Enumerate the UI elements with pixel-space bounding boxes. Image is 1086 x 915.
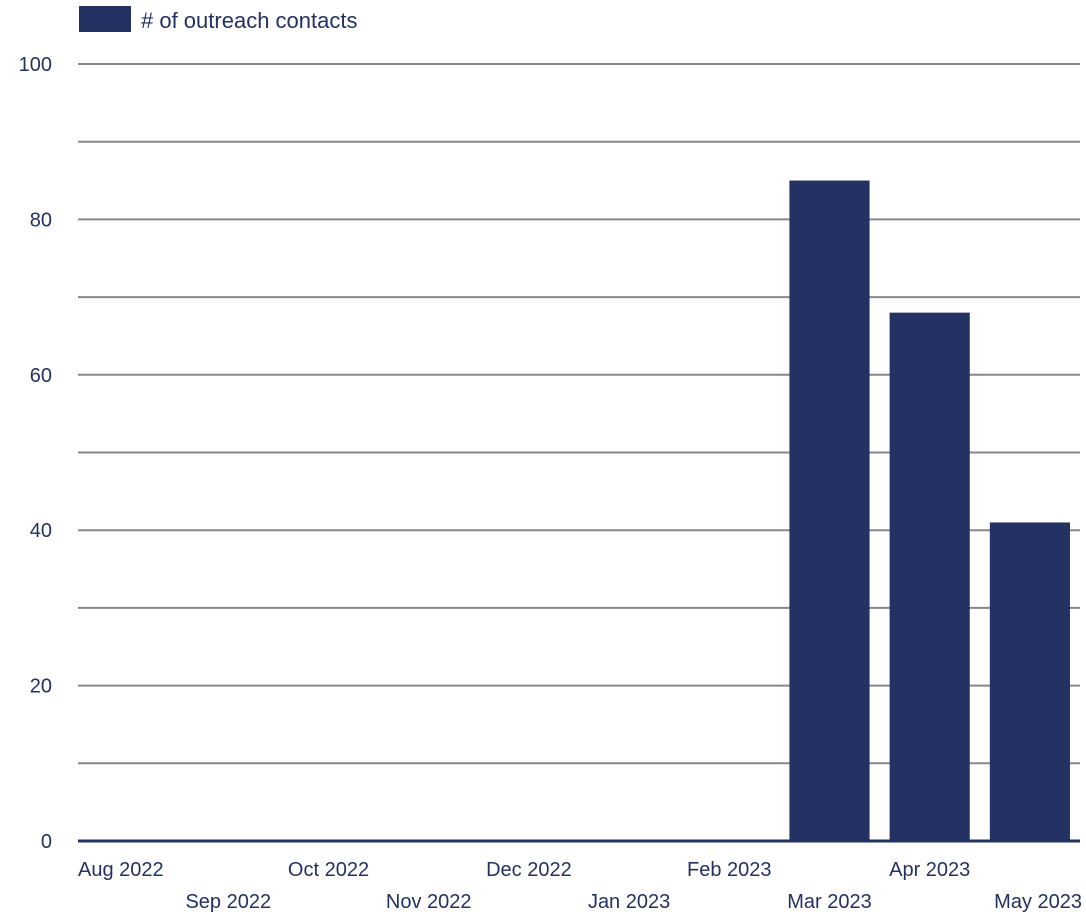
bar <box>989 522 1070 841</box>
x-tick-label: Apr 2023 <box>889 859 970 881</box>
y-tick-label: 80 <box>30 209 52 231</box>
x-tick-label: Mar 2023 <box>787 891 872 913</box>
y-tick-label: 100 <box>19 54 52 76</box>
x-tick-label: Feb 2023 <box>687 859 772 881</box>
y-tick-label: 20 <box>30 676 52 698</box>
x-axis-tick-labels: Aug 2022 Sep 2022 Oct 2022 Nov 2022 Dec 2022… <box>78 859 1082 913</box>
x-tick-label: Aug 2022 <box>78 859 164 881</box>
x-tick-label: Dec 2022 <box>486 859 572 881</box>
x-tick-label: Oct 2022 <box>288 859 369 881</box>
y-axis-tick-labels: 0 20 40 60 80 100 <box>19 54 52 853</box>
legend: # of outreach contacts <box>79 6 357 33</box>
y-tick-label: 40 <box>30 520 52 542</box>
legend-label: # of outreach contacts <box>141 8 357 33</box>
bars <box>789 180 1070 842</box>
y-tick-label: 60 <box>30 365 52 387</box>
bar <box>789 180 870 842</box>
x-tick-label: Jan 2023 <box>588 891 670 913</box>
gridlines <box>78 63 1080 765</box>
x-tick-label: Sep 2022 <box>185 891 271 913</box>
y-tick-label: 0 <box>41 831 52 853</box>
bar <box>889 312 970 841</box>
x-tick-label: May 2023 <box>994 891 1082 913</box>
legend-swatch <box>79 6 131 32</box>
x-tick-label: Nov 2022 <box>386 891 472 913</box>
